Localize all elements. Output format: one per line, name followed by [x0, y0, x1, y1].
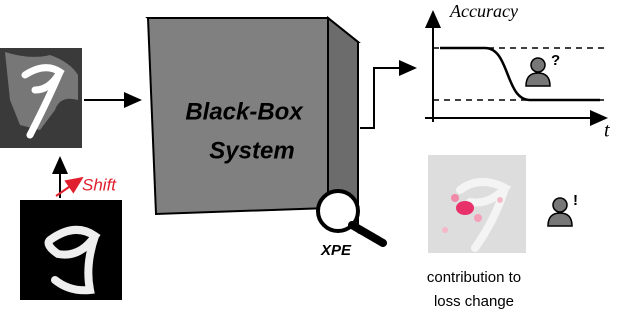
arrow: [360, 60, 417, 129]
accuracy-plot: [425, 10, 608, 126]
user-mark: ?: [551, 52, 560, 69]
shift-arrow: [55, 176, 84, 197]
original-image: [20, 200, 122, 300]
caption: loss change: [434, 293, 514, 310]
box-label: System: [209, 137, 294, 164]
shift-label: Shift: [82, 175, 117, 194]
heatmap: [428, 155, 526, 253]
magnifier-label: XPE: [320, 242, 352, 259]
user-mark: !: [573, 192, 578, 209]
user-icon: [525, 57, 551, 87]
magnifier: [316, 189, 387, 247]
caption: contribution to: [427, 269, 521, 286]
x-axis-label: t: [604, 120, 610, 142]
user-icon: [547, 197, 573, 227]
y-axis-label: Accuracy: [449, 1, 518, 21]
shifted-image: [0, 48, 82, 148]
box-label: Black-Box: [185, 98, 304, 125]
